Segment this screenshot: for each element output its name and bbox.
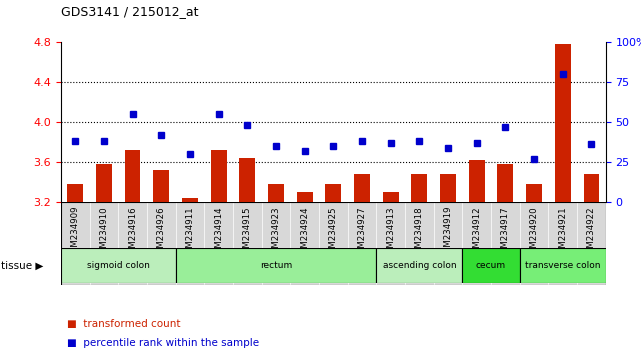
Bar <box>61 248 176 283</box>
Text: GSM234925: GSM234925 <box>329 206 338 258</box>
Text: rectum: rectum <box>260 261 292 270</box>
Bar <box>176 248 376 283</box>
Text: ascending colon: ascending colon <box>383 261 456 270</box>
Bar <box>526 184 542 202</box>
Text: ■  percentile rank within the sample: ■ percentile rank within the sample <box>67 338 260 348</box>
Bar <box>497 164 513 202</box>
Text: cecum: cecum <box>476 261 506 270</box>
Text: transverse colon: transverse colon <box>525 261 601 270</box>
Text: GSM234927: GSM234927 <box>358 206 367 258</box>
Text: GSM234915: GSM234915 <box>243 206 252 258</box>
Bar <box>462 248 520 283</box>
Bar <box>440 174 456 202</box>
Text: GSM234918: GSM234918 <box>415 206 424 258</box>
Bar <box>376 248 462 283</box>
Text: GSM234913: GSM234913 <box>386 206 395 258</box>
Text: GSM234922: GSM234922 <box>587 206 596 258</box>
Text: GSM234911: GSM234911 <box>185 206 194 258</box>
Bar <box>96 164 112 202</box>
Bar <box>67 184 83 202</box>
Text: GSM234923: GSM234923 <box>272 206 281 258</box>
Text: GSM234919: GSM234919 <box>444 206 453 258</box>
Bar <box>520 248 606 283</box>
Bar <box>326 184 341 202</box>
Bar <box>211 150 226 202</box>
Text: GSM234926: GSM234926 <box>157 206 166 258</box>
Text: GSM234909: GSM234909 <box>71 206 79 258</box>
Bar <box>412 174 428 202</box>
Bar <box>354 174 370 202</box>
Bar <box>297 192 313 202</box>
Text: GSM234910: GSM234910 <box>99 206 108 258</box>
Text: GSM234914: GSM234914 <box>214 206 223 258</box>
Bar <box>125 150 140 202</box>
Text: GSM234921: GSM234921 <box>558 206 567 258</box>
Text: GSM234912: GSM234912 <box>472 206 481 258</box>
Text: GSM234924: GSM234924 <box>300 206 309 258</box>
Bar <box>555 45 570 202</box>
Bar <box>153 170 169 202</box>
Bar <box>583 174 599 202</box>
Text: GSM234917: GSM234917 <box>501 206 510 258</box>
Text: GSM234916: GSM234916 <box>128 206 137 258</box>
Text: sigmoid colon: sigmoid colon <box>87 261 150 270</box>
Text: ■  transformed count: ■ transformed count <box>67 319 181 329</box>
Bar <box>469 160 485 202</box>
Bar <box>182 198 198 202</box>
Bar <box>268 184 284 202</box>
Bar <box>383 192 399 202</box>
Text: tissue ▶: tissue ▶ <box>1 261 44 270</box>
Text: GSM234920: GSM234920 <box>529 206 538 258</box>
Bar <box>239 158 255 202</box>
Text: GDS3141 / 215012_at: GDS3141 / 215012_at <box>61 5 199 18</box>
